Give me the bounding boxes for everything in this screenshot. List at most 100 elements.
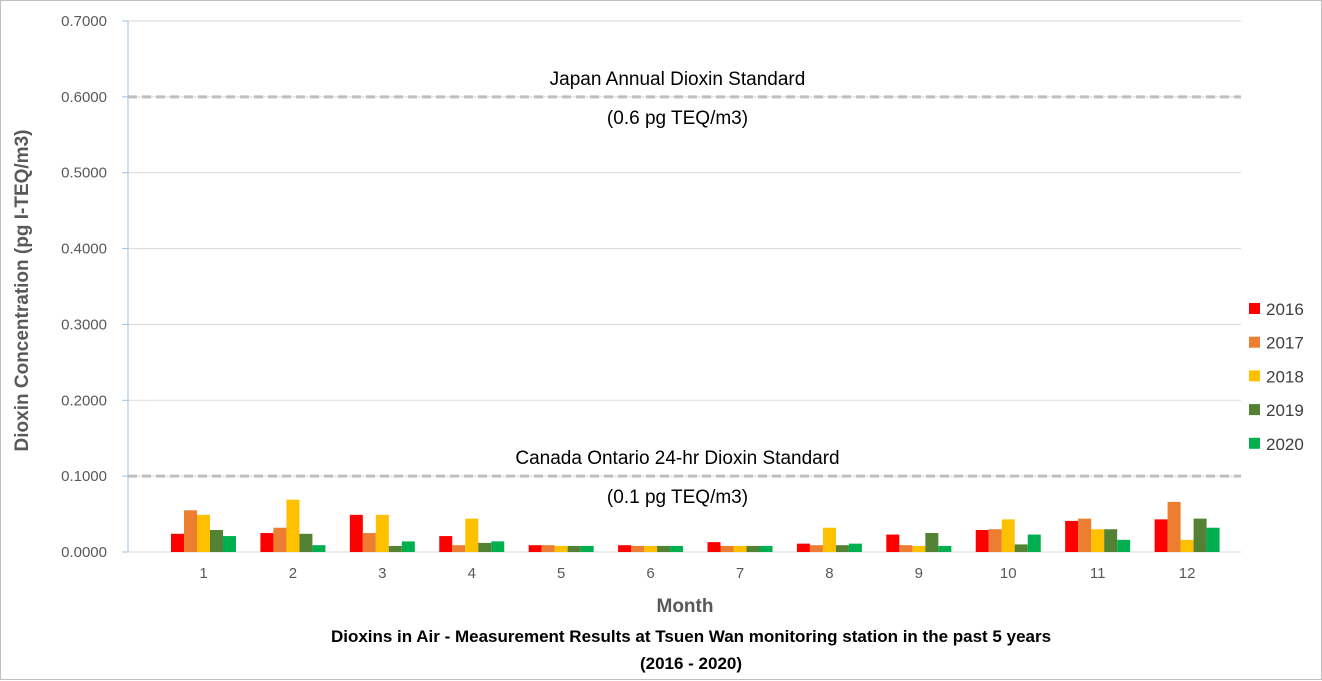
bar-2016 <box>528 545 542 552</box>
bar-2018 <box>822 527 836 552</box>
y-axis-title: Dioxin Concentration (pg I-TEQ/m3) <box>12 130 33 452</box>
bar-2017 <box>362 533 376 552</box>
bar-2017 <box>452 545 466 552</box>
bar-2017 <box>899 545 913 552</box>
bar-2016 <box>260 533 274 552</box>
bar-2016 <box>796 543 810 552</box>
bar-2017 <box>273 527 287 552</box>
legend-label: 2019 <box>1266 401 1304 420</box>
chart-title: Dioxins in Air - Measurement Results at … <box>331 627 1051 646</box>
chart-subtitle: (2016 - 2020) <box>640 654 742 673</box>
bar-2019 <box>835 545 849 552</box>
bar-2016 <box>975 530 989 552</box>
x-tick-label: 11 <box>1090 565 1106 582</box>
bars <box>171 499 1220 552</box>
y-tick-label: 0.0000 <box>61 544 107 561</box>
bar-2020 <box>312 545 326 552</box>
bar-2018 <box>644 545 658 552</box>
x-tick-label: 3 <box>378 565 386 582</box>
bar-2016 <box>1065 520 1079 552</box>
x-tick-label: 7 <box>736 565 744 582</box>
y-tick-label: 0.4000 <box>61 241 107 258</box>
reference-lines: Japan Annual Dioxin Standard (0.6 pg TEQ/… <box>128 69 1241 508</box>
bar-2016 <box>1154 519 1168 552</box>
bar-2017 <box>541 545 555 552</box>
bar-2016 <box>707 542 721 552</box>
legend-swatch-2018 <box>1249 370 1260 382</box>
bar-2020 <box>491 541 505 552</box>
x-tick-label: 6 <box>646 565 654 582</box>
bar-2020 <box>1027 534 1041 552</box>
bar-2019 <box>1104 529 1118 552</box>
gridlines <box>128 20 1241 553</box>
bar-2016 <box>886 534 900 552</box>
x-tick-labels: 1 2 3 4 5 6 7 8 9 10 11 12 <box>199 565 1195 582</box>
bar-2019 <box>1014 544 1028 552</box>
y-tick-label: 0.5000 <box>61 165 107 182</box>
bar-2017 <box>184 510 197 552</box>
bar-2018 <box>912 545 926 552</box>
bar-2019 <box>299 533 313 552</box>
legend-swatch-2016 <box>1249 303 1260 314</box>
bar-2018 <box>286 499 300 552</box>
legend-label: 2016 <box>1266 300 1304 319</box>
bar-2016 <box>439 536 453 552</box>
x-tick-label: 8 <box>825 565 833 582</box>
bar-2017 <box>631 545 645 552</box>
bar-2019 <box>567 545 581 552</box>
y-tick-label: 0.6000 <box>61 89 107 106</box>
bar-2019 <box>1193 518 1207 552</box>
x-tick-label: 2 <box>289 565 297 582</box>
legend-swatch-2017 <box>1249 336 1260 348</box>
x-tick-label: 1 <box>199 565 207 582</box>
legend-swatch-2019 <box>1249 404 1260 416</box>
axes <box>122 20 1241 553</box>
x-tick-label: 10 <box>1000 565 1017 582</box>
bar-2018 <box>1180 539 1194 552</box>
bar-2020 <box>223 536 236 552</box>
legend-swatch-2020 <box>1249 437 1260 449</box>
y-tick-labels: 0.0000 0.1000 0.2000 0.3000 0.4000 0.5000 0.60… <box>61 13 107 561</box>
bar-2020 <box>580 545 594 552</box>
bar-2019 <box>210 530 223 552</box>
legend: 2016 2017 2018 2019 2020 <box>1249 300 1304 454</box>
bar-2020 <box>1206 527 1220 552</box>
bar-2016 <box>349 514 363 552</box>
bar-2017 <box>988 529 1002 552</box>
bar-2016 <box>618 545 632 552</box>
reference-label: Japan Annual Dioxin Standard <box>550 69 806 90</box>
reference-label: Canada Ontario 24-hr Dioxin Standard <box>515 448 839 469</box>
y-tick-label: 0.2000 <box>61 392 107 409</box>
legend-label: 2018 <box>1266 367 1304 386</box>
reference-sublabel: (0.6 pg TEQ/m3) <box>607 108 748 129</box>
bar-2019 <box>925 533 939 552</box>
bar-2019 <box>388 545 402 552</box>
bar-2017 <box>1167 501 1181 552</box>
bar-2020 <box>759 545 773 552</box>
bar-2018 <box>197 514 210 552</box>
bar-2018 <box>554 545 568 552</box>
x-tick-label: 5 <box>557 565 565 582</box>
bar-2020 <box>1117 539 1131 552</box>
bar-2018 <box>465 518 479 552</box>
y-tick-label: 0.1000 <box>61 468 107 485</box>
legend-label: 2020 <box>1266 435 1304 454</box>
y-tick-label: 0.3000 <box>61 316 107 333</box>
x-tick-label: 9 <box>915 565 923 582</box>
bar-2020 <box>938 545 952 552</box>
bar-2019 <box>657 545 671 552</box>
bar-2018 <box>375 514 389 552</box>
reference-sublabel: (0.1 pg TEQ/m3) <box>607 487 748 508</box>
bar-2018 <box>733 545 747 552</box>
bar-2020 <box>848 543 862 552</box>
bar-2019 <box>746 545 760 552</box>
bar-2019 <box>478 542 492 552</box>
x-tick-label: 4 <box>468 565 476 582</box>
bar-2018 <box>1091 529 1105 552</box>
bar-2020 <box>401 541 415 552</box>
legend-label: 2017 <box>1266 334 1304 353</box>
bar-2017 <box>720 545 734 552</box>
y-tick-label: 0.7000 <box>61 13 107 30</box>
